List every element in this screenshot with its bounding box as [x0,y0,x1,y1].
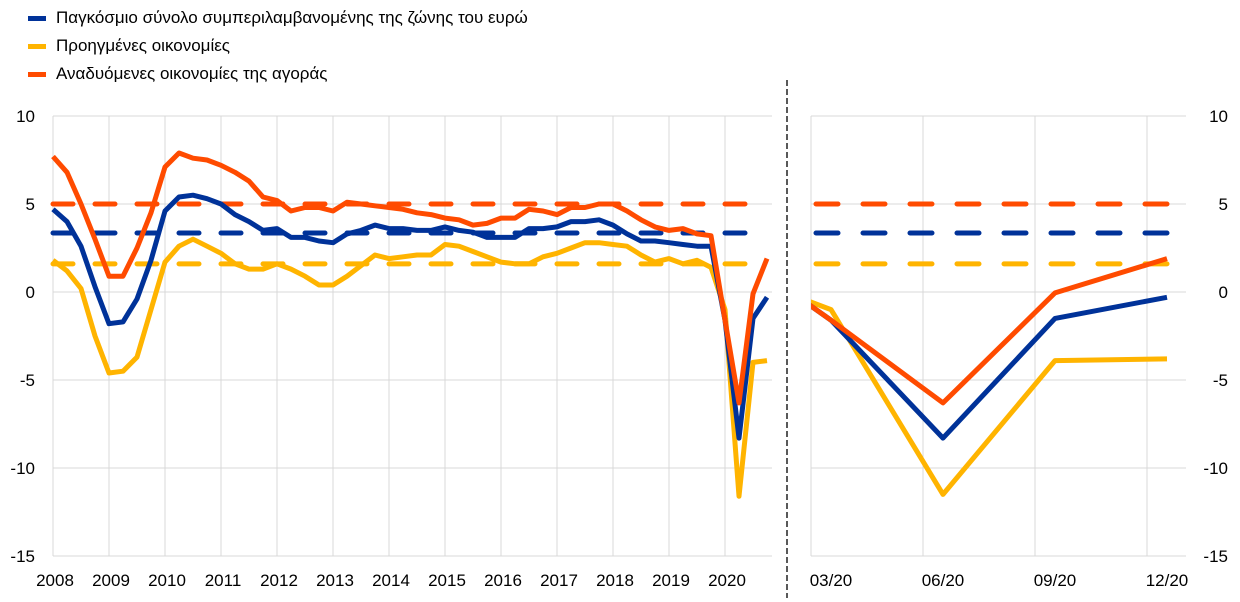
left-x-tick-label: 2016 [484,571,522,590]
left-y-tick-label: 10 [16,107,35,126]
left-x-tick-label: 2013 [316,571,354,590]
left-x-tick-label: 2018 [596,571,634,590]
left-x-tick-label: 2012 [260,571,298,590]
right-x-tick-label: 06/20 [922,571,965,590]
left-x-tick-label: 2010 [148,571,186,590]
legend-swatch-advanced [28,43,46,49]
left-series-line-global [51,192,770,441]
right-y-tick-label: 5 [1219,195,1228,214]
right-y-tick-label: -5 [1213,371,1228,390]
left-x-tick-label: 2008 [36,571,74,590]
left-x-tick-label: 2017 [540,571,578,590]
left-y-tick-label: -10 [10,459,35,478]
right-x-tick-label: 12/20 [1146,571,1189,590]
left-y-tick-label: 5 [26,195,35,214]
right-y-tick-label: 0 [1219,283,1228,302]
left-x-tick-label: 2019 [652,571,690,590]
right-y-tick-label: 10 [1209,107,1228,126]
legend-swatch-emerging [28,71,46,77]
left-series-line-emerging [51,150,770,406]
left-y-tick-label: -15 [10,547,35,566]
left-y-tick-label: 0 [26,283,35,302]
legend-label-advanced: Προηγμένες οικονομίες [56,36,231,55]
legend-item-advanced: Προηγμένες οικονομίες [28,32,528,60]
left-x-tick-label: 2015 [428,571,466,590]
right-x-tick-label: 09/20 [1034,571,1077,590]
legend: Παγκόσμιο σύνολο συμπεριλαμβανομένης της… [28,4,528,88]
legend-label-emerging: Αναδυόμενες οικονομίες της αγοράς [56,64,328,83]
right-x-tick-label: 03/20 [810,571,853,590]
legend-item-emerging: Αναδυόμενες οικονομίες της αγοράς [28,60,528,88]
right-y-tick-label: -15 [1203,547,1228,566]
left-x-tick-label: 2014 [372,571,410,590]
left-x-tick-label: 2020 [708,571,746,590]
right-series-line-global [811,294,1168,441]
legend-item-global: Παγκόσμιο σύνολο συμπεριλαμβανομένης της… [28,4,528,32]
left-x-tick-label: 2009 [92,571,130,590]
left-series-line-advanced [51,236,768,499]
legend-label-global: Παγκόσμιο σύνολο συμπεριλαμβανομένης της… [56,8,528,27]
legend-swatch-global [28,15,46,21]
right-y-tick-label: -10 [1203,459,1228,478]
right-series-line-emerging [811,256,1168,406]
left-y-tick-label: -5 [20,371,35,390]
left-x-tick-label: 2011 [205,571,242,590]
right-series-line-advanced [811,299,1168,497]
